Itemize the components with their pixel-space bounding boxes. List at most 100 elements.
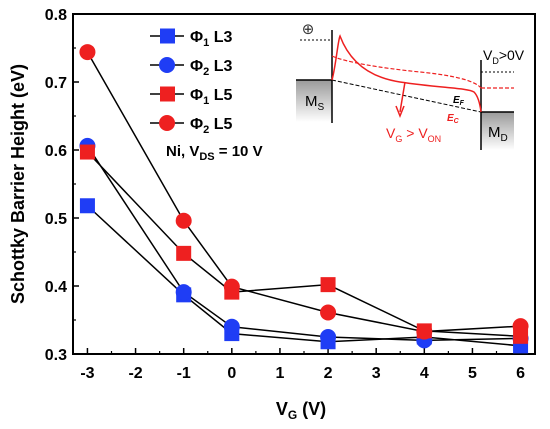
legend-symbol: Φ: [190, 116, 203, 133]
series-markers: [79, 44, 529, 354]
label-vg-mid: > V: [402, 125, 428, 141]
legend-item: Φ1 L3: [150, 28, 232, 49]
annotation-post: = 10 V: [215, 143, 263, 160]
y-axis: 0.3 0.4 0.5 0.6 0.7 0.8: [45, 7, 79, 364]
label-ms: MS: [305, 93, 325, 113]
data-point-square: [79, 144, 95, 160]
y-tick-label: 0.6: [45, 143, 67, 160]
series-line-3: [86, 151, 521, 338]
legend-suffix: L3: [209, 58, 232, 75]
x-axis: -3 -2 -1 0 1 2 3 4 5 6: [80, 348, 525, 382]
y-tick-label: 0.8: [45, 7, 67, 24]
legend-subscript: 2: [203, 66, 209, 78]
quasi-fermi-line: [331, 79, 482, 113]
legend-item: Φ2 L3: [150, 57, 232, 78]
data-point-square: [176, 245, 192, 261]
label-ef-main: E: [453, 95, 460, 106]
label-ef: EF: [453, 95, 465, 107]
data-point-circle: [223, 318, 240, 335]
data-point-circle: [175, 212, 192, 229]
label-vd-post: >0V: [499, 47, 525, 63]
x-tick-label: -1: [177, 365, 191, 382]
x-axis-label-unit: (V): [297, 399, 326, 419]
label-md: MD: [488, 124, 508, 144]
condition-annotation: Ni, VDS = 10 V: [166, 143, 263, 163]
legend-suffix: L5: [209, 116, 232, 133]
legend-label: Φ2 L5: [190, 116, 232, 136]
x-tick-label: 6: [516, 365, 525, 382]
x-tick-label: 1: [275, 365, 284, 382]
label-ms-sub: S: [318, 102, 325, 113]
gate-shift-arrowhead: [395, 105, 405, 119]
data-point-circle: [416, 323, 433, 340]
legend-item: Φ1 L5: [150, 86, 232, 107]
data-point-circle: [223, 278, 240, 295]
data-point-circle: [320, 329, 337, 345]
legend-subscript: 1: [203, 37, 209, 49]
x-tick-label: 0: [227, 365, 236, 382]
x-axis-label-sub: G: [288, 408, 297, 422]
legend-subscript: 1: [203, 95, 209, 107]
x-tick-label: 2: [324, 365, 333, 382]
label-md-main: M: [488, 124, 501, 141]
legend-marker-circle: [159, 57, 175, 73]
x-tick-label: -2: [128, 365, 142, 382]
label-ec-main: E: [447, 113, 454, 124]
label-vd: VD>0V: [483, 47, 525, 66]
y-axis-label: Schottky Barrier Height (eV): [8, 64, 28, 304]
x-axis-label-main: V: [276, 399, 288, 419]
label-vg-sub: G: [395, 134, 402, 144]
data-point-square: [79, 198, 95, 214]
annotation-pre: Ni, V: [166, 143, 199, 160]
label-ef-sub: F: [460, 100, 465, 107]
legend-label: Φ2 L3: [190, 58, 232, 78]
legend-subscript: 2: [203, 124, 209, 136]
x-tick-label: -3: [80, 365, 94, 382]
annotation-sub: DS: [199, 151, 214, 163]
gate-shift-arrow: [399, 81, 406, 113]
y-tick-label: 0.5: [45, 211, 67, 228]
x-tick-label: 3: [372, 365, 381, 382]
legend-label: Φ1 L5: [190, 87, 232, 107]
y-tick-label: 0.3: [45, 347, 67, 364]
series-layer: [79, 44, 529, 354]
y-tick-label: 0.7: [45, 75, 67, 92]
hole-symbol: ⊕: [302, 21, 315, 38]
label-ec: EC: [447, 113, 460, 125]
label-ms-main: M: [305, 93, 318, 110]
x-tick-label: 5: [468, 365, 477, 382]
label-vd-main: V: [483, 47, 493, 63]
legend-suffix: L5: [209, 87, 232, 104]
legend-symbol: Φ: [190, 58, 203, 75]
series-line-4: [86, 51, 521, 333]
drain-metal-block: [481, 112, 514, 150]
data-point-square: [320, 277, 336, 293]
legend-symbol: Φ: [190, 29, 203, 46]
legend-marker-square: [160, 86, 175, 102]
plot-frame: [72, 13, 536, 355]
conduction-band-solid: [331, 34, 482, 113]
legend-symbol: Φ: [190, 87, 203, 104]
x-tick-label: 4: [420, 365, 429, 382]
series-line-2: [86, 145, 521, 342]
label-vg-main: V: [386, 125, 396, 141]
legend-marker-circle: [159, 115, 175, 131]
data-point-circle: [512, 318, 529, 335]
legend-item: Φ2 L5: [150, 115, 232, 136]
series-lines: [86, 51, 521, 347]
label-md-sub: D: [501, 133, 508, 144]
legend-label: Φ1 L3: [190, 29, 232, 49]
series-line-1: [86, 205, 521, 347]
data-point-circle: [175, 284, 192, 301]
data-point-circle: [79, 44, 96, 61]
band-diagram-inset: ⊕ MS MD VD>0V VG > VON EF EC: [296, 21, 525, 150]
label-ec-sub: C: [454, 118, 460, 125]
label-vg: VG > VON: [386, 125, 441, 144]
legend-suffix: L3: [209, 29, 232, 46]
y-tick-label: 0.4: [45, 279, 67, 296]
x-axis-label: VG (V): [276, 399, 326, 422]
label-vg-sub2: ON: [428, 134, 442, 144]
legend-marker-square: [160, 28, 175, 44]
